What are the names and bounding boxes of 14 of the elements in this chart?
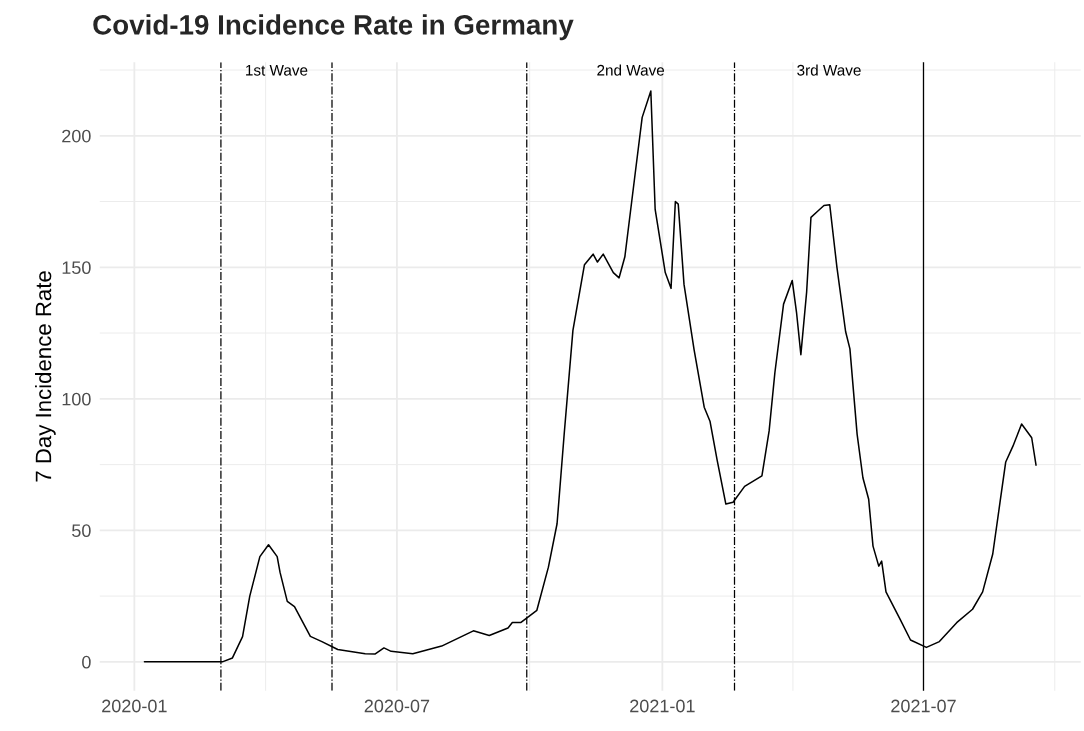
y-tick-label: 150 xyxy=(62,261,91,275)
x-tick-label: 2020-01 xyxy=(102,699,167,713)
x-tick-label: 2020-07 xyxy=(364,699,430,713)
x-tick-label: 2021-01 xyxy=(630,699,695,713)
y-tick-label: 50 xyxy=(72,524,91,538)
annotation: 2nd Wave xyxy=(597,64,665,76)
x-tick-label: 2021-07 xyxy=(891,699,956,713)
y-tick-label: 200 xyxy=(62,129,91,143)
annotation: 1st Wave xyxy=(246,65,308,76)
y-axis-title: 7 Day Incidence Rate xyxy=(35,271,56,482)
annotation: 3rd Wave xyxy=(797,64,861,76)
chart-title: Covid-19 Incidence Rate in Germany xyxy=(93,14,574,41)
y-tick-label: 0 xyxy=(82,655,91,669)
y-tick-label: 100 xyxy=(62,392,91,406)
